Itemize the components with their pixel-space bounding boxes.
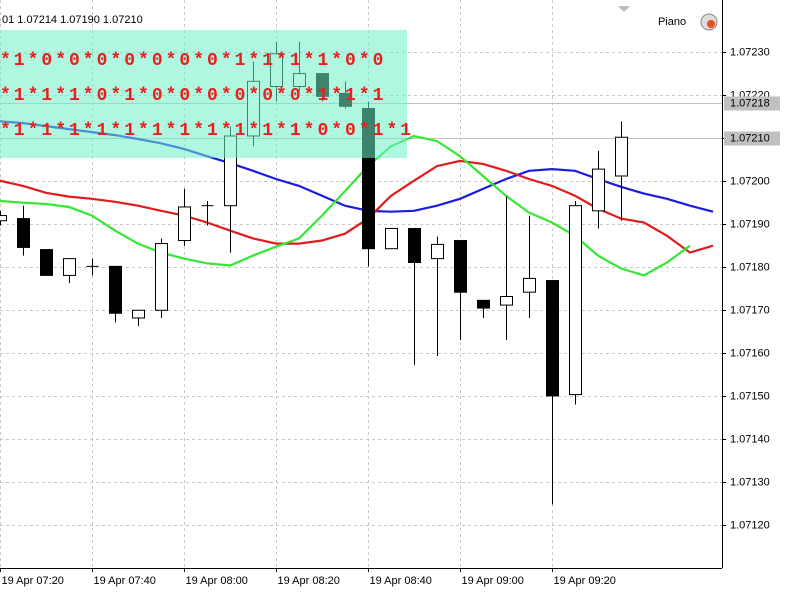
candle-body [63, 258, 76, 276]
candle-body [17, 218, 30, 248]
price-level-label: 1.07210 [730, 132, 770, 144]
indicator-icon [700, 13, 718, 31]
candle-body [615, 136, 628, 177]
x-tick-label: 19 Apr 08:00 [186, 575, 248, 587]
y-tick-label: 1.07230 [730, 46, 770, 58]
y-tick-label: 1.07200 [730, 175, 770, 187]
annotation-text: *1*0*0*0*0*0*0*0*1*1*1*1*0*0 [0, 51, 386, 71]
annotation-text: *1*1*1*1*1*1*1*1*1*1*1*0*0*1*1 [0, 121, 414, 141]
x-tick-label: 19 Apr 08:20 [278, 575, 340, 587]
annotation-box [0, 30, 407, 158]
candle-body [592, 168, 605, 212]
candle-body [385, 227, 398, 250]
scroll-marker [618, 6, 630, 12]
candle-body [569, 205, 582, 396]
price-level-label: 1.07218 [730, 97, 770, 109]
annotation-text: *1*1*1*0*1*0*0*0*0*0*0*1*1*1 [0, 86, 386, 106]
candle-body [132, 309, 145, 319]
header-info: 01 1.07214 1.07190 1.07210 [2, 14, 143, 26]
x-tick-label: 19 Apr 09:00 [462, 575, 524, 587]
candle-body [0, 215, 7, 222]
y-tick-label: 1.07180 [730, 261, 770, 273]
candle-body [109, 265, 122, 314]
x-tick-label: 19 Apr 08:40 [370, 575, 432, 587]
indicator-label: Piano [658, 16, 686, 28]
candle-body [523, 277, 536, 293]
y-tick-label: 1.07190 [730, 218, 770, 230]
y-tick-label: 1.07140 [730, 433, 770, 445]
x-tick-label: 19 Apr 09:20 [554, 575, 616, 587]
y-tick-label: 1.07150 [730, 390, 770, 402]
y-tick-label: 1.07170 [730, 304, 770, 316]
overlay: *1*0*0*0*0*0*0*0*1*1*1*1*0*0 *1*1*1*0*1*0… [0, 30, 414, 158]
candle-body [40, 249, 53, 276]
candle-body [477, 299, 490, 309]
y-tick-label: 1.07130 [730, 476, 770, 488]
candle-body [546, 280, 559, 397]
price-level-tag [724, 96, 780, 111]
x-tick-label: 19 Apr 07:40 [94, 575, 156, 587]
price-level-tag [724, 131, 780, 146]
candle-body [178, 206, 191, 242]
candle-body [454, 240, 467, 293]
x-tick-label: 19 Apr 07:20 [2, 575, 64, 587]
candle-body [155, 243, 168, 311]
y-tick-label: 1.07120 [730, 519, 770, 531]
candle-body [500, 295, 513, 306]
y-tick-label: 1.07160 [730, 347, 770, 359]
candle-body [431, 243, 444, 260]
candle-body [408, 227, 421, 263]
